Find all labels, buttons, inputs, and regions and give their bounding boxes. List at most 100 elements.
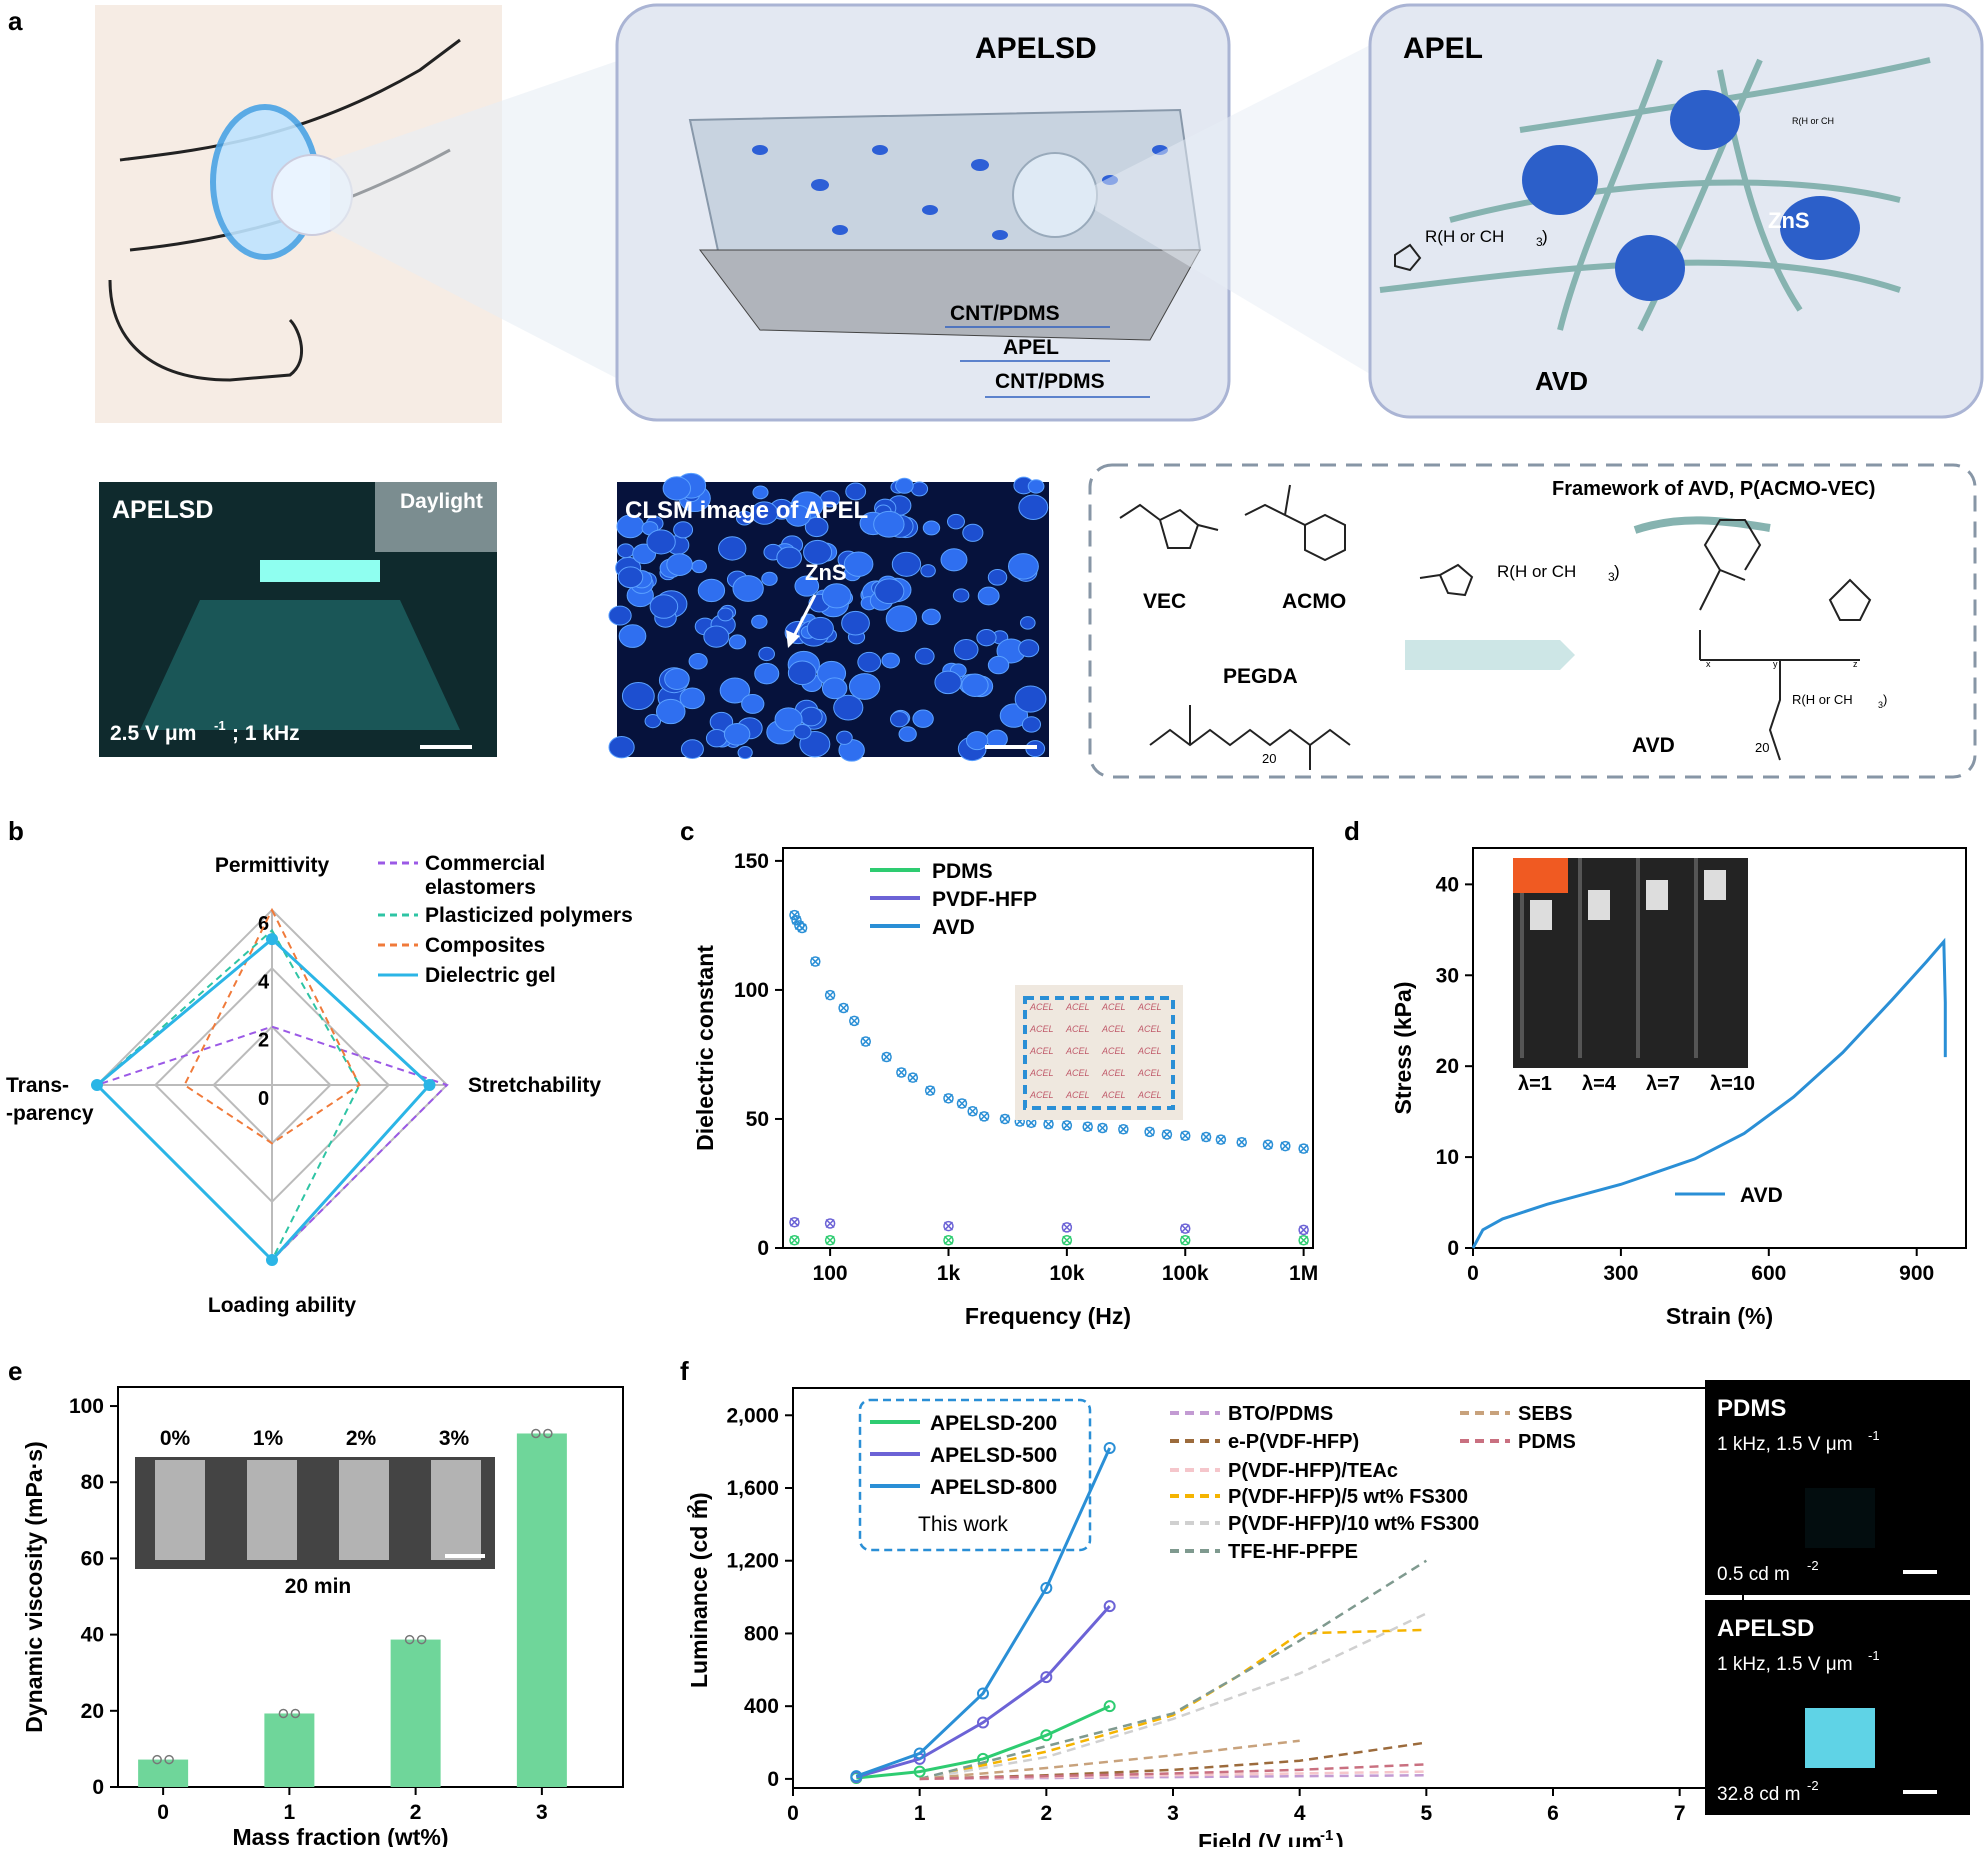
clsm-particle [910,481,929,497]
inset-photo [1015,985,1183,1120]
inset-vial [247,1460,297,1560]
data-point-cross [797,923,807,933]
legend-label: P(VDF-HFP)/10 wt% FS300 [1228,1513,1479,1535]
radar-ring-label: 2 [258,1030,269,1052]
data-point [1200,1131,1212,1143]
legend-label: APELSD-200 [930,1412,1057,1435]
legend-label: Composites [425,934,545,957]
y-tick-label: 0 [1447,1237,1459,1260]
y-axis-label-sup: -2 [684,1505,701,1518]
clsm-particle [793,724,812,740]
legend-label: PDMS [932,860,993,883]
bar-point [531,1428,541,1439]
clsm-particle [889,711,909,728]
clsm-particle [895,477,914,494]
data-point-cross [789,1235,800,1245]
clsm-particle [621,681,655,711]
y-tick-label: 1,600 [726,1477,779,1500]
panel-label-b: b [8,816,24,846]
dielectric-chart: c 0 50 100 150 100 1k 10k 100k 1M Frequency (Hz) D… [680,816,1318,1329]
clsm-particle [987,655,1010,675]
clsm-particle [776,546,802,569]
clsm-particle [608,736,635,759]
clsm-particle [666,553,693,576]
clsm-particle [646,529,676,555]
bar-point [164,1754,174,1765]
scale-bar [420,745,472,749]
clsm-particle [947,513,965,530]
inset-value-sup: -2 [1807,1558,1819,1573]
x-axis-label: Mass fraction (wt%) [233,1824,449,1847]
panel-label-e: e [8,1356,22,1386]
clsm-particle [705,729,728,748]
plot-frame [782,847,1314,1249]
data-point [850,1770,863,1783]
inset-label: ACEL [1065,1068,1090,1078]
clsm-particle [1007,553,1039,580]
clsm-particle [774,707,803,732]
clsm-particle [874,578,905,605]
avd-structure [1699,519,1872,761]
legend-label: AVD [1740,1184,1783,1207]
inset-label: ACEL [1029,1002,1054,1012]
y-tick-label: 40 [81,1624,104,1647]
framework-fiber [1633,516,1771,534]
series-line-p-vdf-hfp-5-wt-fs300 [919,1628,1427,1781]
data-point [789,1216,800,1228]
inset-apelsd: APELSD 1 kHz, 1.5 V μm -1 32.8 cd m -2 [1705,1600,1970,1815]
data-point [1061,1222,1073,1233]
plot-frame [117,1386,624,1788]
clsm-particle [728,634,747,650]
r-group-label: R(H or CH [1425,227,1504,246]
data-point [977,1752,989,1765]
y-tick-label: 20 [1436,1055,1459,1078]
inset-label: ACEL [1137,1002,1162,1012]
clsm-particle [691,559,707,574]
y-tick-label: 2,000 [726,1404,779,1427]
clsm-particle [920,564,936,578]
clsm-particle [891,551,922,577]
inset-value-sup: -2 [1807,1778,1819,1793]
y-tick-label: 150 [734,850,769,873]
legend-note: This work [918,1513,1008,1536]
clsm-particle [649,594,679,619]
clsm-particle [857,651,882,673]
inset-label: ACEL [1065,1002,1090,1012]
clsm-particle [1019,616,1036,630]
data-point [1118,1124,1129,1135]
inset-label: ACEL [1065,1024,1090,1034]
x-tick-label: 5 [1420,1802,1432,1825]
data-point-cross [791,915,802,925]
data-point-cross [1062,1120,1072,1130]
data-point-cross [1026,1118,1036,1128]
clsm-particle [803,539,833,565]
inset-label: ACEL [1101,1090,1126,1100]
panel-a-figure: a APELSD CNT/PDMS APEL CNT/PDMS APEL [8,3,1984,779]
data-point [1179,1130,1191,1141]
data-point [1040,1582,1053,1594]
panel-label-a: a [8,6,23,36]
data-point [896,1067,907,1078]
pegda-label: PEGDA [1223,665,1298,688]
glow-strip [260,560,380,582]
bar-point [290,1708,301,1719]
clsm-particle [940,548,968,572]
clsm-particle [885,605,918,633]
clsm-particle [664,668,690,690]
data-point [789,1235,800,1246]
clsm-particle [794,575,820,597]
inset-scale-bar [1903,1570,1937,1574]
x-tick-label: 1M [1289,1262,1318,1285]
data-point-cross [957,1098,967,1109]
data-point [907,1072,919,1083]
inset-glow [1805,1708,1875,1768]
x-tick-label: 100k [1162,1262,1209,1285]
clsm-particle [732,575,764,602]
data-point-cross [1299,1235,1309,1245]
y-axis-label-tail: ) [686,1492,712,1500]
y-tick-label: 0 [92,1776,104,1799]
data-point-cross [979,1111,989,1121]
framework-title: Framework of AVD, P(ACMO-VEC) [1552,478,1875,500]
svg-text:y: y [1773,659,1778,669]
data-point-cross [1280,1141,1290,1151]
